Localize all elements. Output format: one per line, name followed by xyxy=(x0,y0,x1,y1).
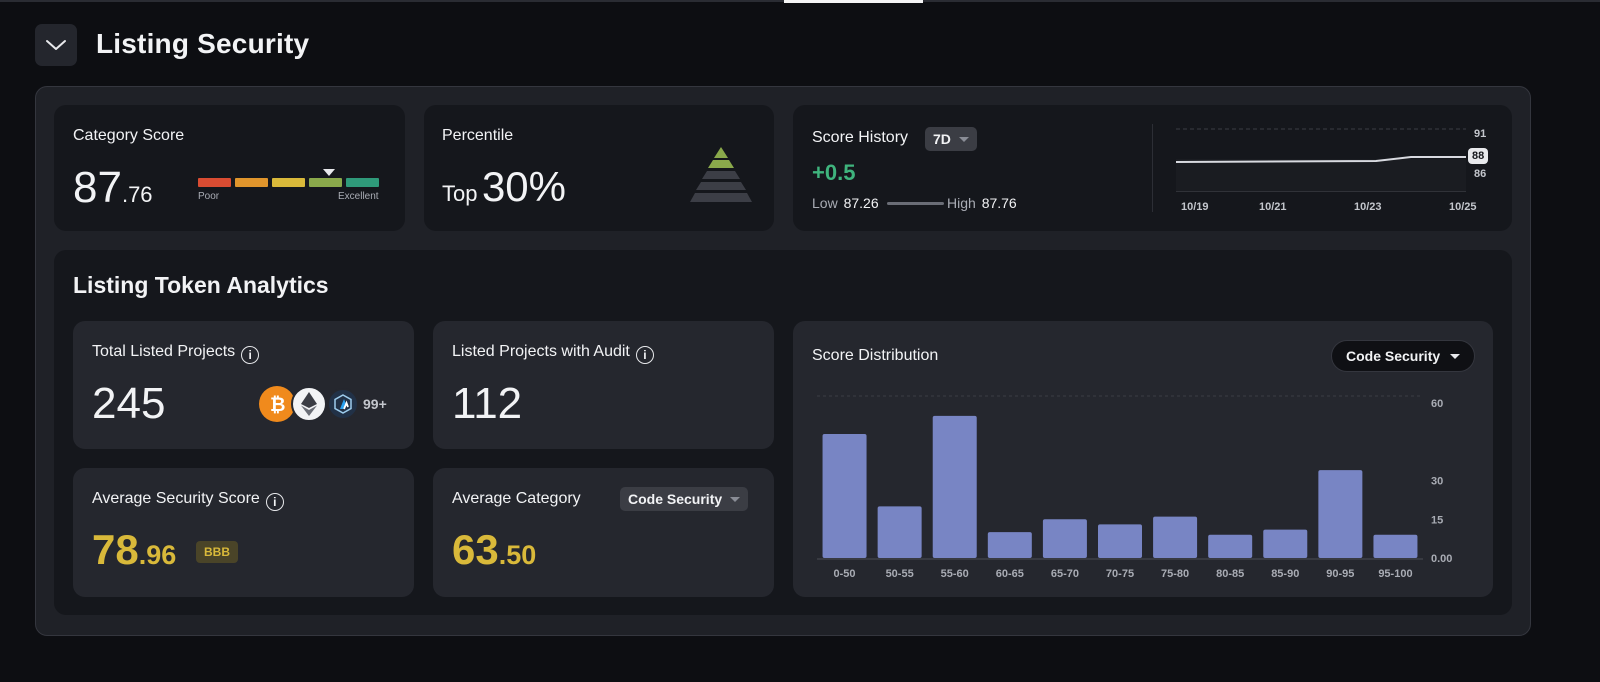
bar-85-90[interactable] xyxy=(1263,529,1308,558)
y-tick-bottom: 86 xyxy=(1474,168,1487,180)
chevron-down-icon xyxy=(46,40,66,50)
active-tab-indicator xyxy=(784,0,923,3)
caret-down-icon xyxy=(958,136,969,142)
bar-70-75[interactable] xyxy=(1098,524,1142,558)
x-tick-label: 70-75 xyxy=(1106,568,1134,580)
x-tick-label: 65-70 xyxy=(1051,568,1079,580)
x-tick-2: 10/21 xyxy=(1259,201,1287,213)
percentile-value: Top 30% xyxy=(442,163,566,210)
x-tick-label: 75-80 xyxy=(1161,568,1189,580)
range-low: Low 87.26 xyxy=(812,195,879,211)
score-segment-3 xyxy=(272,178,305,187)
bar-50-55[interactable] xyxy=(877,506,922,558)
avg-security-value: 78.96 xyxy=(92,526,177,573)
section-title: Listing Security xyxy=(96,28,310,59)
x-tick-label: 95-100 xyxy=(1378,568,1412,580)
avg-security-label: Average Security Score i xyxy=(92,490,284,511)
category-score-label: Category Score xyxy=(73,127,185,144)
audited-projects-label: Listed Projects with Audit i xyxy=(452,343,654,364)
ethereum-icon xyxy=(291,386,327,422)
caret-down-icon xyxy=(1450,353,1461,359)
bar-95-100[interactable] xyxy=(1373,534,1418,558)
scale-low-label: Poor xyxy=(198,191,220,202)
score-segment-1 xyxy=(198,178,231,187)
bar-0-50[interactable] xyxy=(822,434,867,558)
score-scale-bar xyxy=(198,178,379,187)
bar-90-95[interactable] xyxy=(1318,470,1363,558)
distribution-selector[interactable]: Code Security xyxy=(1331,340,1476,372)
y-tick-top: 91 xyxy=(1474,128,1487,140)
scale-high-label: Excellent xyxy=(338,191,379,202)
score-segment-4 xyxy=(309,178,342,187)
y-tick-current: 88 xyxy=(1468,148,1489,164)
avg-security-card: Average Security Score i 78.96 BBB xyxy=(73,468,414,597)
bar-75-80[interactable] xyxy=(1153,516,1198,558)
x-tick-label: 85-90 xyxy=(1271,568,1299,580)
score-history-label: Score History xyxy=(812,129,909,146)
avg-category-value: 63.50 xyxy=(452,526,537,573)
total-listed-card: Total Listed Projects i 245 ₿ 99+ xyxy=(73,321,414,449)
category-selector[interactable]: Code Security xyxy=(620,487,749,511)
total-listed-label: Total Listed Projects i xyxy=(92,343,260,364)
rating-badge: BBB xyxy=(196,541,238,563)
audited-projects-value: 112 xyxy=(452,379,523,428)
bar-55-60[interactable] xyxy=(932,415,977,558)
x-tick-label: 80-85 xyxy=(1216,568,1244,580)
info-icon[interactable]: i xyxy=(241,346,260,364)
analytics-title: Listing Token Analytics xyxy=(73,272,329,298)
y-tick-label: 60 xyxy=(1431,398,1443,410)
bar-65-70[interactable] xyxy=(1042,519,1087,558)
pyramid-icon xyxy=(690,147,752,202)
category-score-card: Category Score 87.76 Poor Excellent xyxy=(54,105,405,231)
avg-category-card: Average Category Code Security 63.50 xyxy=(433,468,774,597)
more-tokens-count: 99+ xyxy=(363,396,387,412)
score-segment-5 xyxy=(346,178,379,187)
x-tick-1: 10/19 xyxy=(1181,201,1209,213)
info-icon[interactable]: i xyxy=(265,493,284,511)
collapse-button[interactable] xyxy=(35,24,77,66)
x-tick-4: 10/25 xyxy=(1449,201,1477,213)
x-tick-label: 55-60 xyxy=(941,568,969,580)
x-tick-label: 50-55 xyxy=(886,568,914,580)
score-segment-2 xyxy=(235,178,268,187)
y-tick-label: 0.00 xyxy=(1431,553,1452,565)
distribution-label: Score Distribution xyxy=(812,347,939,364)
x-tick-3: 10/23 xyxy=(1354,201,1382,213)
y-tick-label: 30 xyxy=(1431,476,1443,488)
range-selector[interactable]: 7D xyxy=(925,127,977,151)
x-tick-label: 60-65 xyxy=(996,568,1024,580)
x-tick-label: 0-50 xyxy=(834,568,856,580)
score-history-sparkline xyxy=(1176,128,1466,192)
score-pointer-icon xyxy=(323,169,335,176)
score-change: +0.5 xyxy=(812,160,856,185)
y-tick-label: 15 xyxy=(1431,514,1443,526)
percentile-card: Percentile Top 30% xyxy=(424,105,774,231)
audited-projects-card: Listed Projects with Audit i 112 xyxy=(433,321,774,449)
info-icon[interactable]: i xyxy=(635,346,654,364)
range-slider-track xyxy=(887,202,944,205)
avg-category-label: Average Category xyxy=(452,490,581,507)
category-score-value: 87.76 xyxy=(73,163,153,212)
card-divider xyxy=(1152,124,1153,212)
caret-down-icon xyxy=(730,496,741,502)
total-listed-value: 245 xyxy=(92,379,166,428)
distribution-chart: 0-50 50-55 55-60 60-65 65-70 70-75 75-80 80-85 8… xyxy=(817,395,1452,580)
score-history-card: Score History 7D +0.5 Low 87.26 High 87.… xyxy=(793,105,1512,231)
arbitrum-icon xyxy=(327,388,359,420)
percentile-label: Percentile xyxy=(442,127,514,144)
bar-60-65[interactable] xyxy=(987,532,1032,558)
range-high: High 87.76 xyxy=(947,195,1017,211)
bar-80-85[interactable] xyxy=(1208,534,1253,558)
bitcoin-icon: ₿ xyxy=(259,386,295,422)
svg-text:₿: ₿ xyxy=(270,394,285,415)
x-tick-label: 90-95 xyxy=(1326,568,1354,580)
score-distribution-card: Score Distribution Code Security 0-50 50-… xyxy=(793,321,1493,597)
